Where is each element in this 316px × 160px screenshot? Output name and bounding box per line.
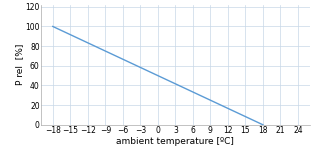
X-axis label: ambient temperature [ºC]: ambient temperature [ºC] xyxy=(116,137,234,146)
Y-axis label: P rel  [%]: P rel [%] xyxy=(15,44,24,85)
